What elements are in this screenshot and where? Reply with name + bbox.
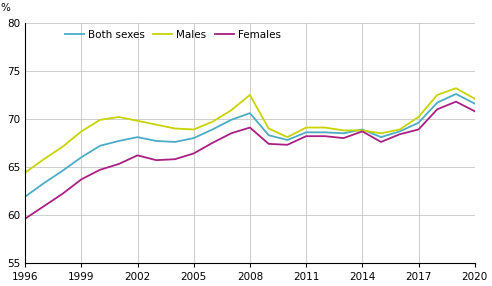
Females <box>60 192 65 195</box>
Males <box>41 158 47 161</box>
Both sexes <box>397 130 403 133</box>
Males <box>97 118 103 122</box>
Females <box>378 140 384 144</box>
Females <box>397 132 403 136</box>
Line: Females: Females <box>25 102 475 219</box>
Both sexes <box>284 138 290 142</box>
Males <box>116 115 122 119</box>
Both sexes <box>154 139 159 143</box>
Females <box>135 154 141 157</box>
Both sexes <box>97 144 103 148</box>
Both sexes <box>41 181 47 185</box>
Males <box>191 128 197 131</box>
Both sexes <box>191 136 197 140</box>
Females <box>284 143 290 146</box>
Both sexes <box>78 156 84 159</box>
Females <box>434 108 440 111</box>
Males <box>416 115 422 119</box>
Both sexes <box>135 135 141 139</box>
Females <box>303 134 309 138</box>
Males <box>154 123 159 126</box>
Females <box>340 136 346 140</box>
Males <box>60 145 65 148</box>
Males <box>78 130 84 133</box>
Males <box>210 120 215 124</box>
Females <box>453 100 459 103</box>
Females <box>78 178 84 181</box>
Both sexes <box>378 135 384 139</box>
Both sexes <box>434 101 440 104</box>
Females <box>472 110 478 113</box>
Both sexes <box>322 131 328 134</box>
Males <box>340 129 346 132</box>
Males <box>135 119 141 122</box>
Both sexes <box>172 140 178 144</box>
Females <box>97 168 103 172</box>
Females <box>172 158 178 161</box>
Males <box>472 97 478 100</box>
Males <box>22 171 28 174</box>
Females <box>41 204 47 208</box>
Both sexes <box>416 121 422 124</box>
Females <box>210 141 215 145</box>
Males <box>228 109 234 112</box>
Females <box>22 217 28 221</box>
Females <box>247 126 253 129</box>
Both sexes <box>359 128 365 131</box>
Males <box>453 86 459 90</box>
Both sexes <box>453 92 459 96</box>
Females <box>416 128 422 131</box>
Males <box>378 132 384 135</box>
Males <box>266 127 272 130</box>
Text: %: % <box>0 3 10 13</box>
Females <box>359 130 365 133</box>
Both sexes <box>303 131 309 134</box>
Both sexes <box>247 112 253 115</box>
Females <box>266 142 272 146</box>
Females <box>228 132 234 135</box>
Females <box>322 134 328 138</box>
Both sexes <box>116 139 122 143</box>
Males <box>434 93 440 97</box>
Males <box>303 126 309 129</box>
Males <box>172 127 178 130</box>
Both sexes <box>472 102 478 105</box>
Both sexes <box>266 134 272 137</box>
Females <box>116 162 122 166</box>
Both sexes <box>340 132 346 135</box>
Both sexes <box>22 195 28 198</box>
Males <box>397 128 403 131</box>
Males <box>322 126 328 129</box>
Line: Males: Males <box>25 88 475 173</box>
Legend: Both sexes, Males, Females: Both sexes, Males, Females <box>61 25 285 44</box>
Females <box>191 152 197 155</box>
Both sexes <box>228 118 234 122</box>
Both sexes <box>60 169 65 172</box>
Males <box>247 93 253 97</box>
Males <box>359 129 365 132</box>
Both sexes <box>210 128 215 131</box>
Males <box>284 135 290 139</box>
Females <box>154 158 159 162</box>
Line: Both sexes: Both sexes <box>25 94 475 196</box>
